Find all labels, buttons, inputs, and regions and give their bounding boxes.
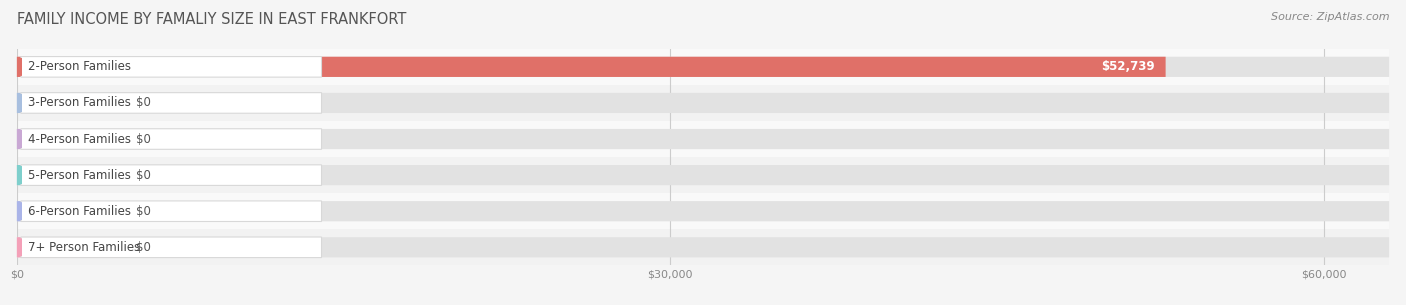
FancyBboxPatch shape: [21, 165, 322, 185]
Text: $0: $0: [136, 241, 150, 254]
Text: 4-Person Families: 4-Person Families: [28, 133, 131, 145]
Text: $52,739: $52,739: [1101, 60, 1154, 73]
Bar: [17, 121, 1389, 157]
FancyBboxPatch shape: [17, 93, 1389, 113]
Text: 7+ Person Families: 7+ Person Families: [28, 241, 141, 254]
Text: FAMILY INCOME BY FAMALIY SIZE IN EAST FRANKFORT: FAMILY INCOME BY FAMALIY SIZE IN EAST FR…: [17, 12, 406, 27]
Text: $0: $0: [136, 205, 150, 218]
FancyBboxPatch shape: [17, 237, 1389, 257]
Text: $0: $0: [136, 169, 150, 181]
FancyBboxPatch shape: [17, 201, 120, 221]
FancyBboxPatch shape: [21, 129, 322, 149]
Bar: [17, 85, 1389, 121]
Bar: [17, 49, 1389, 85]
Text: $0: $0: [136, 96, 150, 109]
FancyBboxPatch shape: [17, 165, 1389, 185]
FancyBboxPatch shape: [17, 57, 1389, 77]
Text: $0: $0: [136, 133, 150, 145]
FancyBboxPatch shape: [21, 237, 322, 258]
Bar: [17, 229, 1389, 265]
Text: 6-Person Families: 6-Person Families: [28, 205, 131, 218]
FancyBboxPatch shape: [21, 201, 322, 221]
FancyBboxPatch shape: [21, 93, 322, 113]
Text: Source: ZipAtlas.com: Source: ZipAtlas.com: [1271, 12, 1389, 22]
FancyBboxPatch shape: [17, 237, 120, 257]
Text: 2-Person Families: 2-Person Families: [28, 60, 131, 73]
Bar: [17, 193, 1389, 229]
Bar: [17, 157, 1389, 193]
Text: 3-Person Families: 3-Person Families: [28, 96, 131, 109]
FancyBboxPatch shape: [17, 129, 120, 149]
FancyBboxPatch shape: [21, 56, 322, 77]
FancyBboxPatch shape: [17, 129, 1389, 149]
FancyBboxPatch shape: [17, 201, 1389, 221]
FancyBboxPatch shape: [17, 165, 120, 185]
FancyBboxPatch shape: [17, 57, 1166, 77]
Text: 5-Person Families: 5-Person Families: [28, 169, 131, 181]
FancyBboxPatch shape: [17, 93, 120, 113]
